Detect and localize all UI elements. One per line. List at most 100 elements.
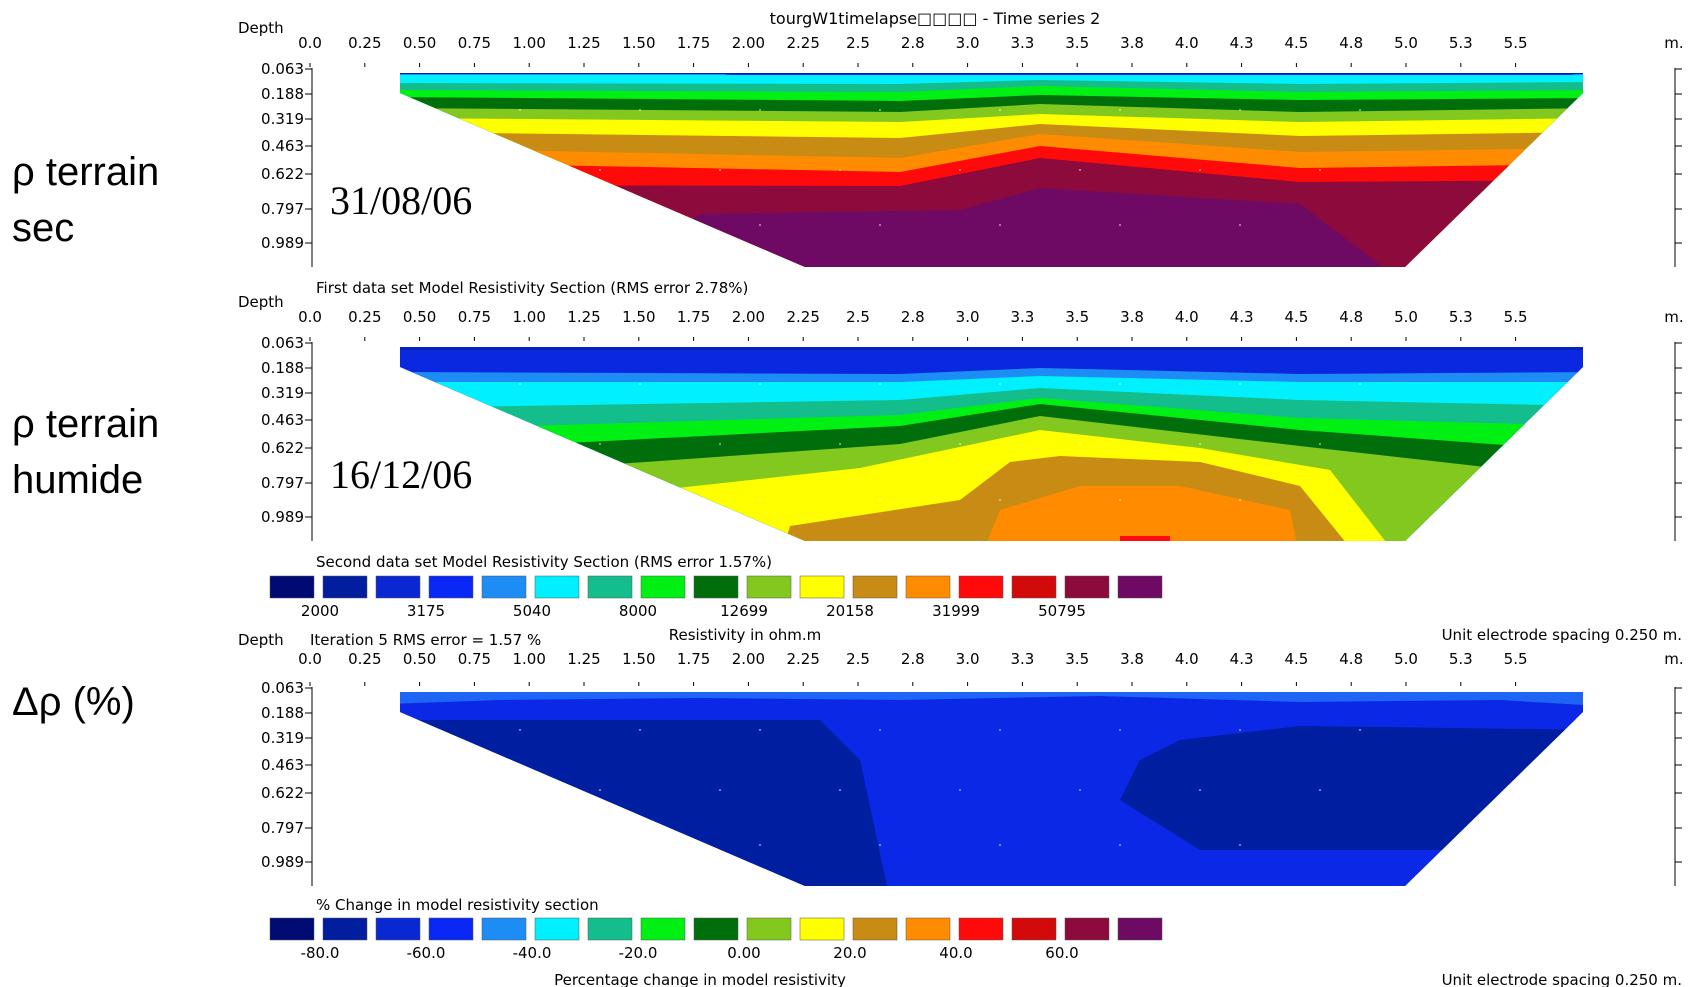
x-tick-label: 2.00 [732, 650, 765, 668]
x-unit: m. [1664, 650, 1683, 668]
band [400, 73, 1583, 74]
side-label-dry: ρ terrain sec [12, 144, 159, 256]
x-tick-label: 2.5 [846, 34, 870, 52]
x-tick-label: 2.5 [846, 650, 870, 668]
x-tick-label: 4.8 [1339, 34, 1363, 52]
x-tick-label: 3.5 [1065, 650, 1089, 668]
scale-swatch [1117, 575, 1163, 599]
scale-tick-label: -80.0 [301, 944, 340, 962]
side-label-line: ρ terrain [12, 150, 160, 194]
x-tick-label: 2.8 [901, 308, 925, 326]
x-tick-label: 0.0 [298, 650, 322, 668]
scale-tick-label: 20.0 [833, 944, 866, 962]
x-tick-label: 4.3 [1230, 308, 1254, 326]
scale-tick-label: 2000 [301, 602, 339, 620]
x-tick-label: 1.50 [622, 34, 655, 52]
x-tick-label: 4.0 [1175, 308, 1199, 326]
x-tick-label: 1.25 [567, 650, 600, 668]
scale-swatch [852, 575, 898, 599]
scale-tick-label: 40.0 [939, 944, 972, 962]
x-tick-label: 1.00 [512, 308, 545, 326]
x-tick-label: 3.0 [956, 650, 980, 668]
scale-swatch [852, 917, 898, 941]
resistivity-scale-swatches: 2000 3175 5040 8000 12699 20158 31999 50795 [269, 575, 1163, 620]
scale-tick-label: 20158 [826, 602, 874, 620]
x-tick-label: 0.75 [458, 34, 491, 52]
scale-swatch [640, 917, 686, 941]
unit-spacing-label: Unit electrode spacing 0.250 m. [1442, 626, 1682, 644]
x-tick-label: 0.50 [403, 650, 436, 668]
x-tick-label: 0.25 [348, 34, 381, 52]
x-tick-label: 0.25 [348, 650, 381, 668]
scale-swatch [746, 917, 792, 941]
x-tick-label: 2.00 [732, 34, 765, 52]
date-label: 31/08/06 [330, 178, 472, 223]
unit-spacing-label: Unit electrode spacing 0.250 m. [1442, 971, 1682, 987]
side-label-change: Δρ (%) [12, 674, 135, 730]
scale-tick-label: 5040 [513, 602, 551, 620]
section-caption: Second data set Model Resistivity Sectio… [316, 553, 772, 571]
depth-label: Depth [238, 631, 284, 649]
depth-tick-label: 0.463 [261, 137, 304, 155]
x-tick-label: 3.8 [1120, 34, 1144, 52]
x-tick-label: 0.75 [458, 308, 491, 326]
x-tick-label: 4.3 [1230, 34, 1254, 52]
dots [519, 383, 1361, 501]
scale-tick-label: 60.0 [1045, 944, 1078, 962]
resistivity-scale: Resistivity in ohm.m Unit electrode spac… [669, 626, 1682, 644]
x-unit: m. [1664, 308, 1683, 326]
depth-tick-label: 0.622 [261, 439, 304, 457]
scale-tick-label: 3175 [407, 602, 445, 620]
x-tick-label: 5.3 [1449, 308, 1473, 326]
scale-swatch [375, 575, 421, 599]
side-label-line: Δρ (%) [12, 680, 135, 724]
band [400, 692, 1583, 706]
depth-tick-label: 0.063 [261, 679, 304, 697]
dots [519, 109, 1361, 226]
depth-tick-label: 0.989 [261, 508, 304, 526]
scale-swatch [322, 575, 368, 599]
scale-swatch [1064, 917, 1110, 941]
scale-title: Percentage change in model resistivity [554, 971, 846, 987]
x-tick-label: 5.3 [1449, 650, 1473, 668]
scale-swatch [799, 917, 845, 941]
x-tick-label: 3.3 [1010, 650, 1034, 668]
side-label-line: ρ terrain [12, 402, 160, 446]
x-tick-label: 2.25 [786, 34, 819, 52]
x-tick-label: 4.5 [1284, 308, 1308, 326]
depth-tick-label: 0.463 [261, 756, 304, 774]
depth-tick-label: 0.797 [261, 200, 304, 218]
panel-dry: Depth m. 31/08/06 First data set Model R… [238, 19, 1684, 297]
side-label-line: humide [12, 458, 144, 502]
x-tick-label: 1.75 [677, 34, 710, 52]
depth-tick-label: 0.797 [261, 819, 304, 837]
side-label-wet: ρ terrain humide [12, 396, 159, 508]
band [1120, 726, 1583, 850]
scale-swatch [693, 917, 739, 941]
x-tick-label: 2.25 [786, 308, 819, 326]
scale-swatch [587, 575, 633, 599]
depth-tick-label: 0.063 [261, 334, 304, 352]
x-tick-label: 5.3 [1449, 34, 1473, 52]
scale-swatch [481, 917, 527, 941]
panel-axes: 0.0 0.25 0.50 0.75 1.00 1.25 1.50 1.75 2.00 2.25 2… [261, 650, 1682, 871]
x-tick-label: 1.00 [512, 34, 545, 52]
scale-swatch [905, 575, 951, 599]
x-tick-label: 2.00 [732, 308, 765, 326]
scale-swatch [799, 575, 845, 599]
x-tick-label: 4.0 [1175, 650, 1199, 668]
band [1120, 536, 1170, 541]
side-label-line: sec [12, 206, 75, 250]
panel-wet: Depth m. 16/12/06 Second data set Model … [238, 293, 1684, 571]
x-tick-label: 1.75 [677, 650, 710, 668]
x-tick-label: 5.5 [1504, 308, 1528, 326]
scale-tick-label: -40.0 [513, 944, 552, 962]
depth-label: Depth [238, 293, 284, 311]
scale-swatch [1011, 575, 1057, 599]
band [980, 486, 1300, 541]
scale-swatch [269, 575, 315, 599]
x-tick-label: 0.0 [298, 34, 322, 52]
section-caption: First data set Model Resistivity Section… [316, 279, 748, 297]
scale-swatch [269, 917, 315, 941]
